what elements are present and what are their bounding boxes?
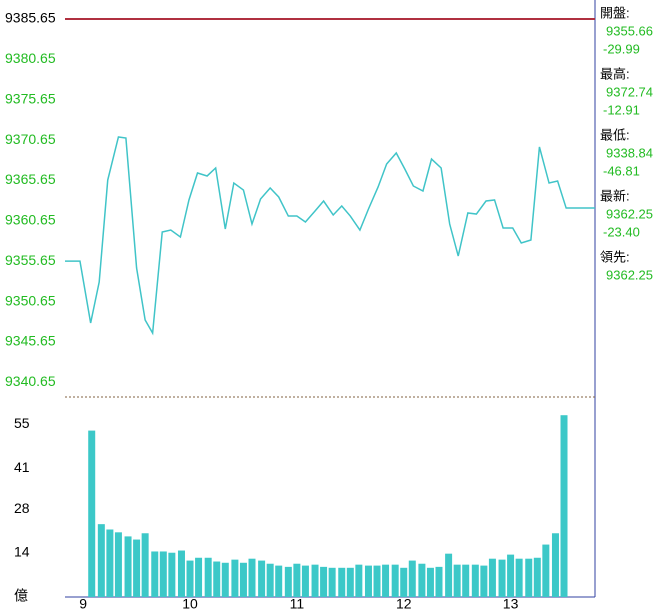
volume-bar bbox=[258, 560, 266, 597]
volume-bar bbox=[293, 563, 301, 597]
y-tick-label: 9380.65 bbox=[5, 50, 56, 66]
volume-bar bbox=[364, 565, 372, 597]
volume-bar bbox=[311, 564, 319, 597]
volume-bar bbox=[328, 567, 336, 597]
volume-bar bbox=[488, 558, 496, 597]
info-label: 最低: bbox=[600, 127, 630, 142]
info-change: -46.81 bbox=[603, 163, 640, 178]
volume-bar bbox=[177, 550, 185, 597]
y-tick-label: 9385.65 bbox=[5, 10, 56, 26]
volume-bar bbox=[462, 564, 470, 597]
y-tick-label: 9345.65 bbox=[5, 333, 56, 349]
info-value: 9362.25 bbox=[606, 206, 653, 221]
volume-bar bbox=[248, 558, 256, 597]
info-label: 領先: bbox=[600, 249, 630, 264]
volume-bar bbox=[507, 554, 515, 597]
info-change: -29.99 bbox=[603, 41, 640, 56]
volume-bar bbox=[391, 564, 399, 597]
volume-bar bbox=[186, 560, 194, 597]
volume-bar bbox=[133, 539, 141, 597]
y-tick-label: 28 bbox=[14, 500, 30, 516]
info-value: 9372.74 bbox=[606, 84, 653, 99]
volume-bar bbox=[560, 415, 568, 597]
info-value: 9355.66 bbox=[606, 23, 653, 38]
volume-bar bbox=[373, 565, 381, 597]
price-line bbox=[65, 136, 596, 336]
volume-bar bbox=[275, 565, 283, 597]
volume-bar bbox=[471, 564, 479, 597]
volume-bar bbox=[266, 563, 274, 597]
volume-bar bbox=[284, 566, 292, 597]
volume-bar bbox=[239, 562, 247, 597]
volume-bar bbox=[141, 533, 149, 597]
info-label: 最高: bbox=[600, 66, 630, 81]
x-tick-label: 11 bbox=[290, 596, 305, 612]
volume-bar bbox=[551, 533, 559, 597]
y-tick-label: 9355.65 bbox=[5, 252, 56, 268]
y-tick-label: 9350.65 bbox=[5, 292, 56, 308]
y-tick-label: 9370.65 bbox=[5, 131, 56, 147]
volume-bar bbox=[231, 559, 239, 597]
volume-bar bbox=[301, 565, 309, 597]
volume-bar bbox=[515, 558, 523, 597]
volume-bar bbox=[221, 562, 229, 597]
y-tick-label: 14 bbox=[14, 544, 30, 560]
x-tick-label: 9 bbox=[79, 596, 87, 612]
volume-bar bbox=[445, 553, 453, 597]
volume-bar bbox=[338, 567, 346, 597]
volume-bar bbox=[114, 532, 122, 597]
info-value: 9362.25 bbox=[606, 267, 653, 282]
y-tick-label: 55 bbox=[14, 415, 30, 431]
info-label: 最新: bbox=[600, 188, 630, 203]
info-label: 開盤: bbox=[600, 5, 630, 20]
info-value: 9338.84 bbox=[606, 145, 653, 160]
volume-bar bbox=[400, 567, 408, 597]
volume-bar bbox=[355, 564, 363, 597]
volume-bar bbox=[204, 557, 212, 597]
volume-bar bbox=[525, 558, 533, 597]
y-unit-label: 億 bbox=[14, 588, 28, 604]
info-change: -23.40 bbox=[603, 224, 640, 239]
y-tick-label: 9360.65 bbox=[5, 212, 56, 228]
volume-bar bbox=[97, 524, 105, 597]
volume-bar bbox=[435, 566, 443, 597]
volume-bar bbox=[453, 564, 461, 597]
volume-bar bbox=[542, 544, 550, 597]
volume-bar bbox=[382, 564, 390, 597]
volume-bar bbox=[418, 563, 426, 597]
volume-bar bbox=[151, 551, 159, 597]
volume-bar bbox=[195, 557, 203, 597]
info-change: -12.91 bbox=[603, 102, 640, 117]
x-tick-label: 13 bbox=[503, 596, 519, 612]
x-tick-label: 10 bbox=[182, 596, 198, 612]
volume-bar bbox=[480, 565, 488, 597]
volume-bar bbox=[213, 561, 221, 597]
volume-bar bbox=[106, 529, 114, 597]
volume-bar bbox=[346, 567, 354, 597]
x-tick-label: 12 bbox=[396, 596, 412, 612]
volume-bar bbox=[498, 559, 506, 597]
y-tick-label: 9375.65 bbox=[5, 90, 56, 106]
volume-bar bbox=[533, 557, 541, 597]
y-tick-label: 9365.65 bbox=[5, 171, 56, 187]
volume-bar bbox=[408, 560, 416, 597]
volume-bar bbox=[168, 552, 176, 597]
volume-bar bbox=[124, 536, 132, 597]
volume-bar bbox=[88, 430, 96, 597]
y-tick-label: 9340.65 bbox=[5, 373, 56, 389]
y-tick-label: 41 bbox=[14, 459, 30, 475]
volume-bar bbox=[320, 566, 328, 597]
volume-bar bbox=[426, 567, 434, 597]
volume-bar bbox=[159, 551, 167, 597]
